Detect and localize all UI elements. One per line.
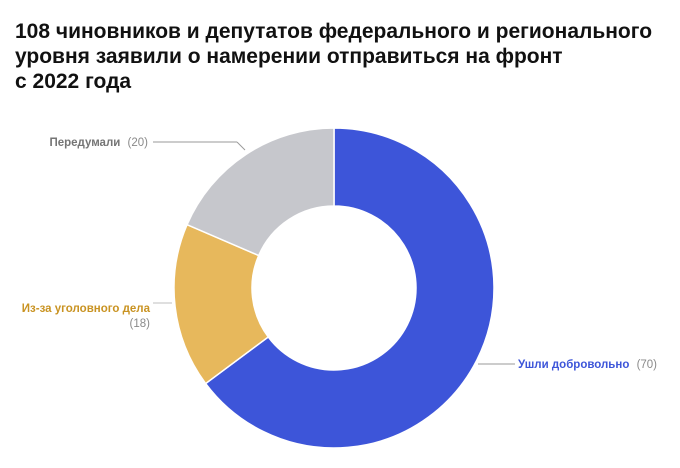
slice-2 bbox=[186, 127, 335, 257]
slice-0 bbox=[204, 127, 495, 449]
chart-title: 108 чиновников и депутатов федерального … bbox=[15, 19, 665, 94]
slice-label-voluntary-value: (70) bbox=[637, 359, 658, 371]
slice-label-criminal-value: (18) bbox=[130, 318, 151, 330]
slice-label-perodumali-name: Передумали bbox=[49, 137, 120, 149]
slice-label-voluntary: Ушли добровольно (70) bbox=[518, 359, 657, 371]
slices-group bbox=[173, 127, 495, 449]
chart-title-line-2: уровня заявили о намерении отправиться н… bbox=[15, 45, 563, 68]
callout-line-perodumali-tick bbox=[236, 141, 246, 151]
slice-label-perodumali: Передумали (20) bbox=[49, 137, 148, 149]
slice-label-voluntary-name: Ушли добровольно bbox=[518, 359, 629, 371]
slice-label-perodumali-value: (20) bbox=[128, 137, 149, 149]
chart-title-line-1: 108 чиновников и депутатов федерального … bbox=[15, 20, 653, 43]
chart-title-line-3: с 2022 года bbox=[15, 70, 132, 93]
slice-label-criminal: Из-за уголовного дела bbox=[22, 303, 151, 315]
